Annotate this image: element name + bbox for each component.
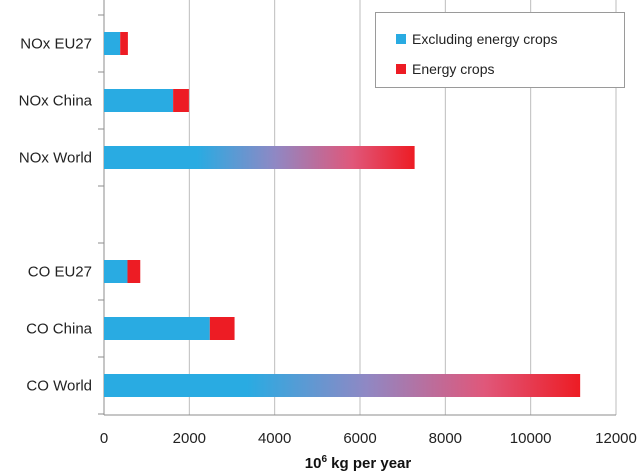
legend-swatch-energy	[396, 64, 406, 74]
legend: Excluding energy crops Energy crops	[375, 12, 625, 88]
legend-label-excluding: Excluding energy crops	[412, 31, 558, 47]
y-tick-label: CO World	[26, 378, 92, 395]
legend-item-excluding-energy-crops: Excluding energy crops	[396, 31, 558, 47]
legend-swatch-excluding	[396, 34, 406, 44]
x-axis-label-text: kg per year	[327, 455, 412, 472]
x-tick-label: 6000	[343, 430, 376, 447]
bar-excluding-energy-crops	[104, 260, 128, 283]
bar-excluding-energy-crops	[104, 89, 174, 112]
x-axis-label-base: 10	[304, 455, 322, 472]
bar-energy-crops	[127, 260, 141, 283]
x-tick-label: 0	[100, 430, 108, 447]
x-tick-label: 12000	[595, 430, 637, 447]
bar-total	[104, 146, 415, 169]
bar-excluding-energy-crops	[104, 317, 210, 340]
y-tick-label: NOx EU27	[20, 36, 92, 53]
y-tick-label: NOx China	[19, 93, 93, 110]
bar-energy-crops	[209, 317, 235, 340]
legend-label-energy: Energy crops	[412, 61, 495, 77]
x-tick-label: 8000	[429, 430, 462, 447]
x-axis-label: 106 kg per year	[0, 454, 640, 472]
bar-excluding-energy-crops	[104, 32, 121, 55]
legend-item-energy-crops: Energy crops	[396, 61, 494, 77]
x-tick-label: 4000	[258, 430, 291, 447]
x-tick-label: 2000	[173, 430, 206, 447]
bar-energy-crops	[173, 89, 189, 112]
x-tick-label: 10000	[510, 430, 552, 447]
bar-total	[104, 374, 581, 397]
y-tick-label: CO China	[26, 321, 93, 338]
y-tick-label: NOx World	[19, 150, 92, 167]
y-tick-label: CO EU27	[28, 264, 92, 281]
bar-energy-crops	[120, 32, 128, 55]
x-axis-label-exponent: 6	[321, 454, 328, 465]
